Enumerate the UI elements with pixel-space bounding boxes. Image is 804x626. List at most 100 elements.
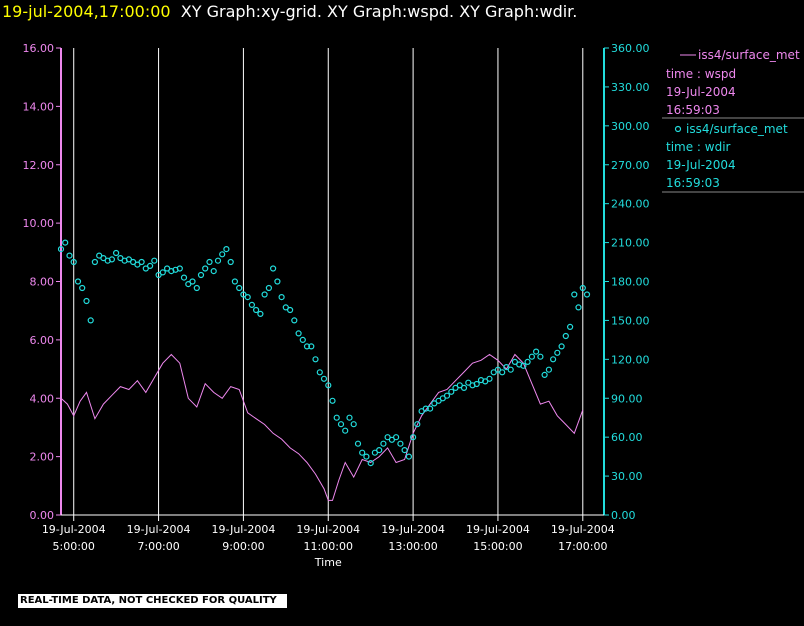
wdir-point <box>240 291 247 298</box>
x-axis: Time 19-Jul-2004 5:00:00 19-Jul-2004 7:00:0… <box>42 514 615 569</box>
wdir-point <box>494 366 501 373</box>
x-tick-date-label: 19-Jul-2004 <box>551 523 615 536</box>
left-y-tick-label: 6.00 <box>30 334 55 347</box>
right-y-tick-label: 300.00 <box>611 120 650 133</box>
wdir-point <box>316 369 323 376</box>
wdir-point <box>70 258 77 266</box>
wdir-point <box>511 358 519 365</box>
wdir-point <box>482 378 489 385</box>
wdir-point <box>439 395 446 402</box>
wdir-point <box>333 414 340 421</box>
wdir-point <box>528 353 536 360</box>
wdir-point <box>376 447 383 454</box>
wdir-point <box>524 358 531 365</box>
wspd-line <box>60 353 584 501</box>
x-tick-date-label: 19-Jul-2004 <box>212 523 276 536</box>
wdir-point <box>206 258 213 266</box>
wdir-point <box>507 366 514 373</box>
wdir-point <box>253 306 260 314</box>
wdir-point <box>397 440 404 447</box>
legend-wdir-date: 19-Jul-2004 <box>666 158 736 172</box>
wdir-point <box>159 269 166 276</box>
wdir-point <box>57 246 65 253</box>
wdir-point <box>346 414 353 421</box>
left-y-tick-label: 0.00 <box>30 509 55 522</box>
left-y-tick-label: 16.00 <box>23 42 55 55</box>
wdir-point <box>291 317 298 324</box>
wdir-point <box>236 284 243 292</box>
wdir-point <box>142 265 149 272</box>
wdir-point <box>431 400 438 407</box>
wdir-series <box>57 239 591 467</box>
wdir-point <box>388 436 395 443</box>
wdir-point <box>443 392 451 399</box>
wdir-point <box>473 380 480 388</box>
wdir-point <box>320 375 328 382</box>
legend-wdir-circle-symbol <box>674 125 682 133</box>
wdir-point <box>303 343 311 350</box>
wdir-point <box>350 421 357 428</box>
right-y-tick-label: 0.00 <box>611 509 636 522</box>
wdir-point <box>486 375 493 382</box>
wdir-point <box>134 261 141 268</box>
x-tick-time-label: 15:00:00 <box>473 540 522 553</box>
x-tick-time-label: 13:00:00 <box>388 540 437 553</box>
right-y-tick-label: 240.00 <box>611 198 650 211</box>
wdir-point <box>125 256 132 263</box>
x-axis-label: Time <box>314 556 342 569</box>
wdir-point <box>299 336 306 343</box>
x-tick-date-label: 19-Jul-2004 <box>381 523 445 536</box>
wdir-point <box>490 369 497 376</box>
wdir-point <box>248 301 255 308</box>
right-y-tick-label: 150.00 <box>611 314 650 327</box>
wdir-point <box>452 384 459 391</box>
x-tick-time-label: 5:00:00 <box>53 540 95 553</box>
left-y-tick-label: 10.00 <box>23 217 55 230</box>
wdir-point <box>62 239 69 246</box>
right-y-tick-label: 360.00 <box>611 42 650 55</box>
wdir-point <box>210 268 217 275</box>
wdir-point <box>380 440 387 447</box>
x-tick-date-label: 19-Jul-2004 <box>42 523 106 536</box>
legend-wspd-source: iss4/surface_met <box>698 48 800 62</box>
x-tick-date-label: 19-Jul-2004 <box>466 523 530 536</box>
wdir-point <box>87 317 94 324</box>
right-y-tick-label: 30.00 <box>611 470 643 483</box>
wdir-point <box>79 284 86 292</box>
wdir-point <box>448 388 455 395</box>
wdir-point <box>265 284 272 292</box>
wdir-point <box>562 332 569 340</box>
wdir-point <box>155 271 162 279</box>
wspd-series <box>60 353 584 501</box>
wdir-point <box>414 421 421 428</box>
wdir-point <box>325 382 332 389</box>
wdir-point <box>185 281 192 288</box>
wdir-point <box>418 408 425 415</box>
wdir-point <box>371 449 378 456</box>
wdir-point <box>427 405 434 412</box>
wdir-point <box>393 434 400 441</box>
right-y-tick-label: 60.00 <box>611 431 643 444</box>
wdir-point <box>231 278 238 285</box>
x-tick-date-label: 19-Jul-2004 <box>296 523 360 536</box>
wdir-point <box>503 364 510 371</box>
legend-wdir-variable: time : wdir <box>666 140 731 154</box>
wdir-point <box>545 366 553 373</box>
wdir-point <box>83 297 90 305</box>
wdir-point <box>282 304 289 311</box>
wdir-point <box>401 447 408 454</box>
wdir-point <box>566 323 574 330</box>
left-y-tick-label: 2.00 <box>30 451 55 464</box>
legend-wdir-time: 16:59:03 <box>666 176 720 190</box>
title-timestamp: 19-jul-2004,17:00:00 <box>2 2 171 21</box>
wdir-point <box>66 252 73 259</box>
x-tick-time-label: 17:00:00 <box>558 540 607 553</box>
right-y-tick-label: 210.00 <box>611 237 650 250</box>
right-y-tick-label: 270.00 <box>611 159 650 172</box>
legend: iss4/surface_met time : wspd 19-Jul-2004… <box>662 48 804 193</box>
wdir-point <box>287 306 294 314</box>
wdir-point <box>74 278 82 285</box>
legend-wspd-date: 19-Jul-2004 <box>666 85 736 99</box>
wdir-point <box>151 257 158 264</box>
right-y-tick-label: 180.00 <box>611 276 650 289</box>
